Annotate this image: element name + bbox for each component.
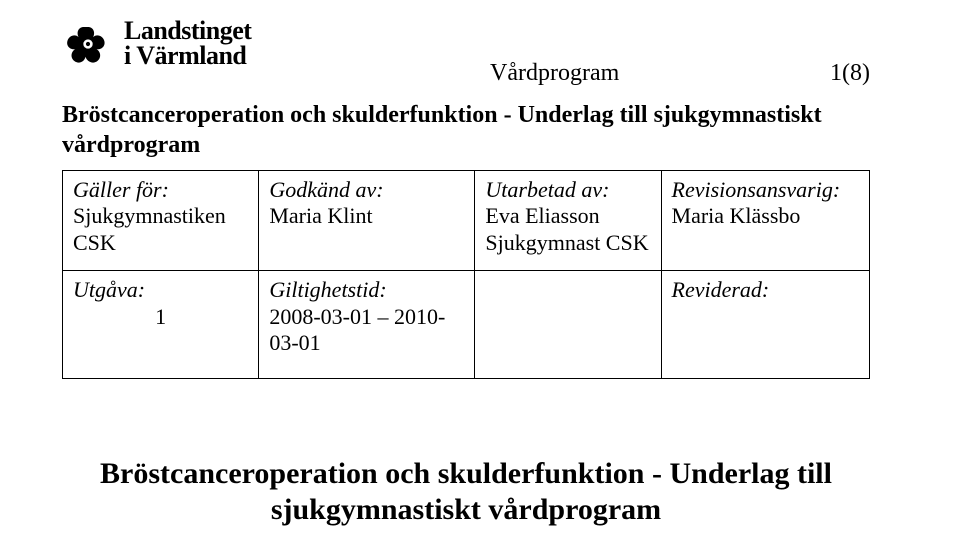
value: Maria Klint bbox=[269, 203, 372, 228]
value: Sjukgymnastiken CSK bbox=[73, 203, 226, 254]
cell-approved-by: Godkänd av: Maria Klint bbox=[259, 171, 475, 271]
table-row: Gäller för: Sjukgymnastiken CSK Godkänd … bbox=[63, 171, 870, 271]
value: 1 bbox=[73, 304, 248, 330]
label: Utgåva: bbox=[73, 277, 145, 302]
label: Revisionsansvarig: bbox=[672, 177, 841, 202]
cell-prepared-by: Utarbetad av: Eva Eliasson Sjukgymnast C… bbox=[475, 171, 661, 271]
org-name-line2: i Värmland bbox=[124, 44, 251, 69]
document-title: Bröstcanceroperation och skulderfunktion… bbox=[62, 100, 870, 160]
label: Reviderad: bbox=[672, 277, 770, 302]
org-logo: Landstinget i Värmland bbox=[62, 18, 251, 70]
label: Utarbetad av: bbox=[485, 177, 609, 202]
main-title: Bröstcanceroperation och skulderfunktion… bbox=[62, 456, 870, 528]
cell-applies-to: Gäller för: Sjukgymnastiken CSK bbox=[63, 171, 259, 271]
value: Maria Klässbo bbox=[672, 203, 801, 228]
org-name: Landstinget i Värmland bbox=[124, 19, 251, 68]
metadata-table: Gäller för: Sjukgymnastiken CSK Godkänd … bbox=[62, 170, 870, 379]
cell-validity: Giltighetstid: 2008-03-01 – 2010-03-01 bbox=[259, 271, 475, 379]
page: Landstinget i Värmland Vårdprogram 1(8) … bbox=[0, 0, 960, 556]
header-right: Vårdprogram 1(8) bbox=[490, 60, 870, 87]
cell-revised: Reviderad: bbox=[661, 271, 869, 379]
value: Eva Eliasson Sjukgymnast CSK bbox=[485, 203, 648, 254]
label: Godkänd av: bbox=[269, 177, 383, 202]
cell-edition: Utgåva: 1 bbox=[63, 271, 259, 379]
label: Giltighetstid: bbox=[269, 277, 386, 302]
table-row: Utgåva: 1 Giltighetstid: 2008-03-01 – 20… bbox=[63, 271, 870, 379]
page-number: 1(8) bbox=[830, 60, 870, 87]
label: Gäller för: bbox=[73, 177, 169, 202]
cell-revision-responsible: Revisionsansvarig: Maria Klässbo bbox=[661, 171, 869, 271]
value: 2008-03-01 – 2010-03-01 bbox=[269, 304, 445, 355]
cell-empty bbox=[475, 271, 661, 379]
flower-icon bbox=[62, 18, 114, 70]
doc-type: Vårdprogram bbox=[490, 60, 619, 87]
